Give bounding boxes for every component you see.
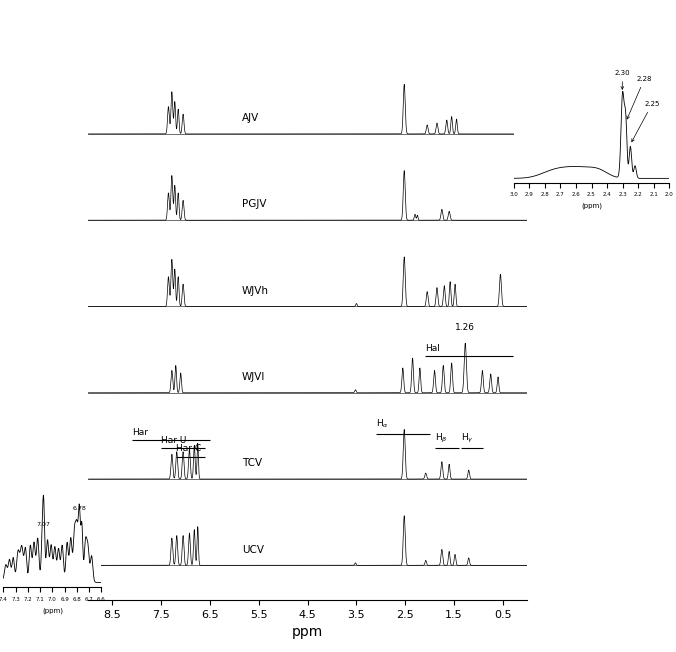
Text: 6.78: 6.78	[72, 506, 87, 511]
Text: Har C: Har C	[176, 444, 201, 453]
Text: UCV: UCV	[242, 544, 264, 555]
Text: H$_\alpha$: H$_\alpha$	[376, 418, 389, 430]
Text: WJVl: WJVl	[242, 372, 265, 382]
Text: PGJV: PGJV	[242, 200, 266, 209]
Text: 7.07: 7.07	[37, 522, 51, 527]
X-axis label: ppm: ppm	[292, 625, 323, 639]
Text: Har: Har	[132, 428, 148, 437]
Text: 2.30: 2.30	[614, 70, 630, 89]
Text: H$_\beta$: H$_\beta$	[435, 432, 448, 445]
Text: TCV: TCV	[242, 458, 262, 468]
Text: 2.28: 2.28	[627, 76, 652, 119]
Text: 2.25: 2.25	[632, 101, 660, 141]
X-axis label: (ppm): (ppm)	[42, 607, 63, 614]
X-axis label: (ppm): (ppm)	[581, 203, 602, 209]
Text: 1.26: 1.26	[455, 323, 475, 333]
Text: H$_\gamma$: H$_\gamma$	[461, 432, 475, 445]
Text: Hal: Hal	[425, 344, 439, 353]
Text: AJV: AJV	[242, 113, 259, 123]
Text: WJVh: WJVh	[242, 286, 268, 296]
Text: Har U: Har U	[161, 436, 187, 445]
